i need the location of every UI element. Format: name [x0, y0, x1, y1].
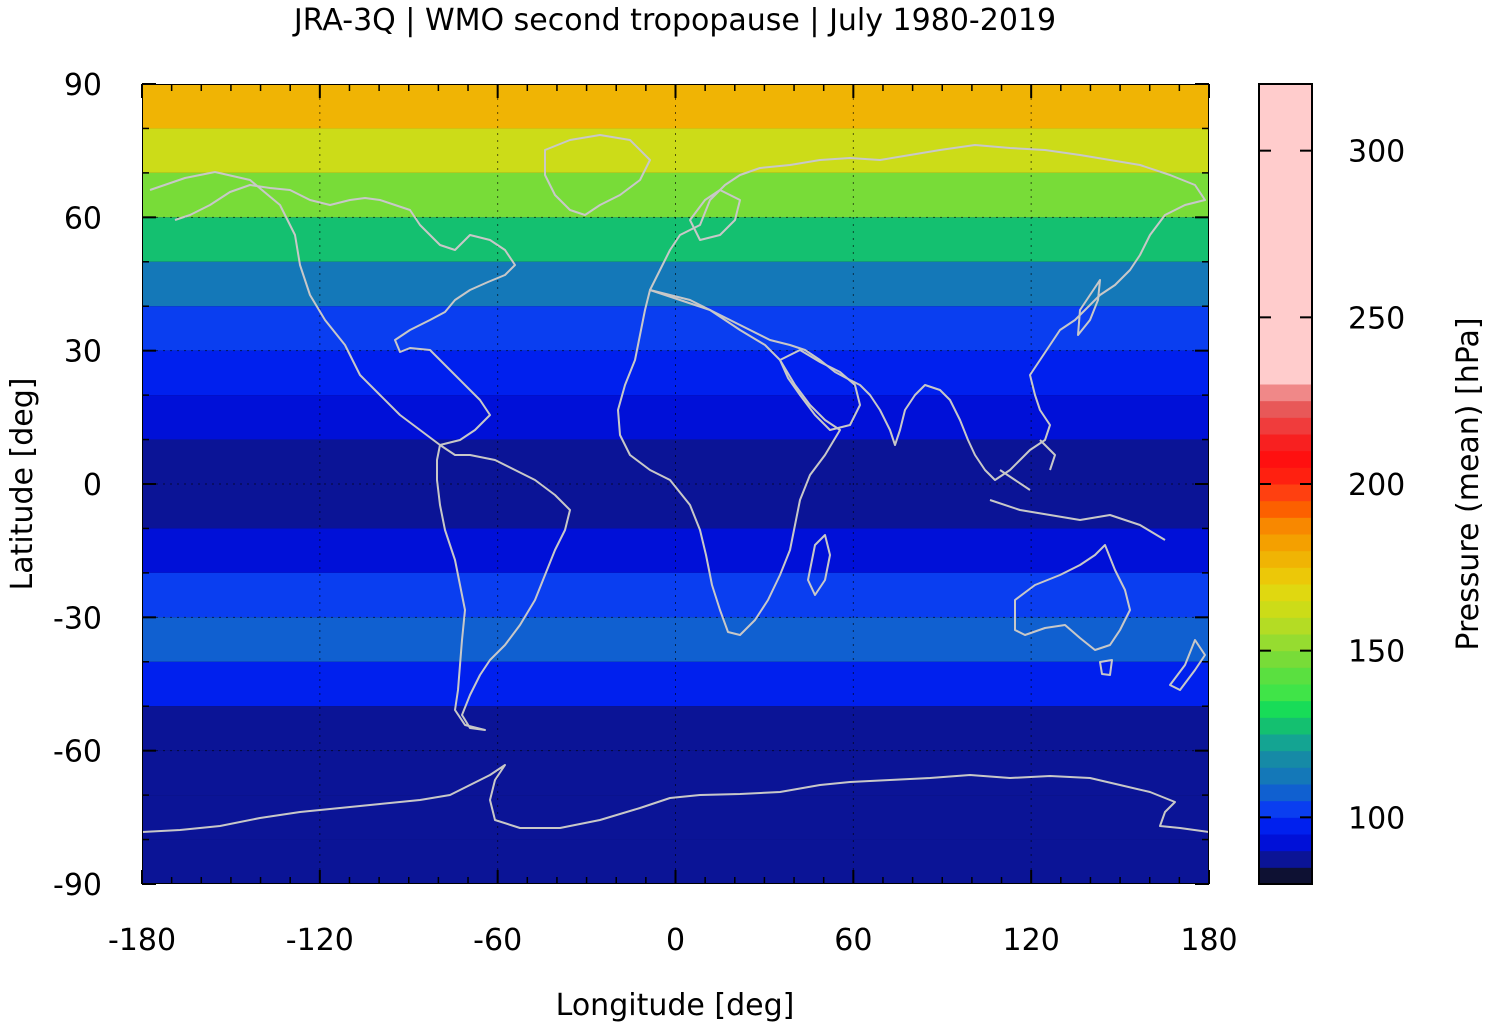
axes: -180 -120 -60 0 60 120 180 90 60 30 0 -30 -60 -90 Lo… — [5, 68, 1238, 1023]
coastline-japan — [1077, 279, 1101, 336]
plot-area — [142, 84, 1209, 884]
coastline-south-america — [436, 444, 571, 731]
y-tick-label: -30 — [53, 601, 102, 636]
colorbar-swatch — [1259, 400, 1312, 418]
pressure-band — [142, 661, 1209, 707]
x-tick-label: -60 — [473, 923, 522, 958]
coastline-africa — [617, 289, 841, 636]
colorbar-swatch — [1259, 500, 1312, 518]
y-axis-label: Latitude [deg] — [5, 378, 40, 591]
colorbar-swatch — [1259, 84, 1312, 385]
coastline-north-america — [149, 171, 516, 446]
colorbar-swatch — [1259, 517, 1312, 535]
coastline-new-zealand — [1169, 639, 1206, 691]
colorbar-swatch — [1259, 850, 1312, 868]
colorbar-swatch — [1259, 450, 1312, 468]
colorbar-swatch — [1259, 684, 1312, 702]
x-tick-label: -120 — [286, 923, 354, 958]
x-tick-label: 180 — [1180, 923, 1237, 958]
x-tick-label: 120 — [1003, 923, 1060, 958]
colorbar-swatch — [1259, 834, 1312, 852]
y-tick-label: 30 — [64, 335, 102, 370]
colorbar-swatch — [1259, 867, 1312, 885]
coastline-tasmania — [1099, 659, 1113, 676]
y-tick-label: -60 — [53, 735, 102, 770]
pressure-band — [142, 128, 1209, 173]
pressure-band — [142, 528, 1209, 573]
coastline-arabia — [779, 349, 861, 431]
x-tick-label: 0 — [666, 923, 685, 958]
colorbar-swatch — [1259, 750, 1312, 768]
grid-lines — [142, 84, 1209, 884]
colorbar-swatch — [1259, 817, 1312, 835]
colorbar-swatch — [1259, 600, 1312, 618]
coastline-madagascar — [807, 534, 831, 596]
colorbar-swatch — [1259, 484, 1312, 502]
coastline-eurasia — [649, 144, 1206, 481]
y-tick-label: -90 — [53, 868, 102, 903]
pressure-band — [142, 795, 1209, 840]
y-tick-label: 90 — [64, 68, 102, 103]
colorbar-tick-label: 100 — [1348, 801, 1405, 836]
colorbar: 100 150 200 250 300 Pressure (mean) [hPa] — [1258, 83, 1486, 885]
y-tick-label: 0 — [83, 468, 102, 503]
coastline-indonesia — [989, 439, 1166, 541]
colorbar-swatch — [1259, 434, 1312, 452]
colorbar-swatches — [1259, 84, 1312, 885]
colorbar-swatch — [1259, 650, 1312, 668]
colorbar-swatch — [1259, 567, 1312, 585]
colorbar-swatch — [1259, 800, 1312, 818]
colorbar-swatch — [1259, 700, 1312, 718]
colorbar-swatch — [1259, 467, 1312, 485]
colorbar-swatch — [1259, 534, 1312, 552]
colorbar-tick-label: 150 — [1348, 635, 1405, 670]
colorbar-ticks: 100 150 200 250 300 — [1259, 135, 1405, 836]
colorbar-swatch — [1259, 784, 1312, 802]
coastline-scandinavia — [689, 189, 741, 241]
coastlines — [142, 134, 1209, 833]
colorbar-tick-label: 250 — [1348, 301, 1405, 336]
colorbar-swatch — [1259, 717, 1312, 735]
colorbar-swatch — [1259, 667, 1312, 685]
colorbar-swatch — [1259, 734, 1312, 752]
pressure-band — [142, 750, 1209, 796]
coastline-greenland — [544, 134, 651, 216]
colorbar-swatch — [1259, 634, 1312, 652]
colorbar-swatch — [1259, 384, 1312, 402]
colorbar-tick-label: 200 — [1348, 468, 1405, 503]
colorbar-swatch — [1259, 417, 1312, 435]
colorbar-label: Pressure (mean) [hPa] — [1451, 317, 1486, 650]
colorbar-swatch — [1259, 550, 1312, 568]
coastline-australia — [1014, 544, 1131, 651]
y-tick-label: 60 — [64, 201, 102, 236]
x-tick-label: -180 — [108, 923, 176, 958]
colorbar-swatch — [1259, 767, 1312, 785]
pressure-band — [142, 172, 1209, 218]
x-tick-label: 60 — [834, 923, 872, 958]
coastline-antarctica — [142, 764, 1209, 833]
colorbar-swatch — [1259, 617, 1312, 635]
x-axis-label: Longitude [deg] — [556, 988, 795, 1023]
x-ticks: -180 -120 -60 0 60 120 180 — [108, 84, 1238, 958]
colorbar-tick-label: 300 — [1348, 135, 1405, 170]
pressure-band — [142, 395, 1209, 440]
chart-title: JRA-3Q | WMO second tropopause | July 19… — [292, 3, 1056, 38]
colorbar-swatch — [1259, 584, 1312, 602]
y-ticks: 90 60 30 0 -30 -60 -90 — [53, 68, 1209, 903]
